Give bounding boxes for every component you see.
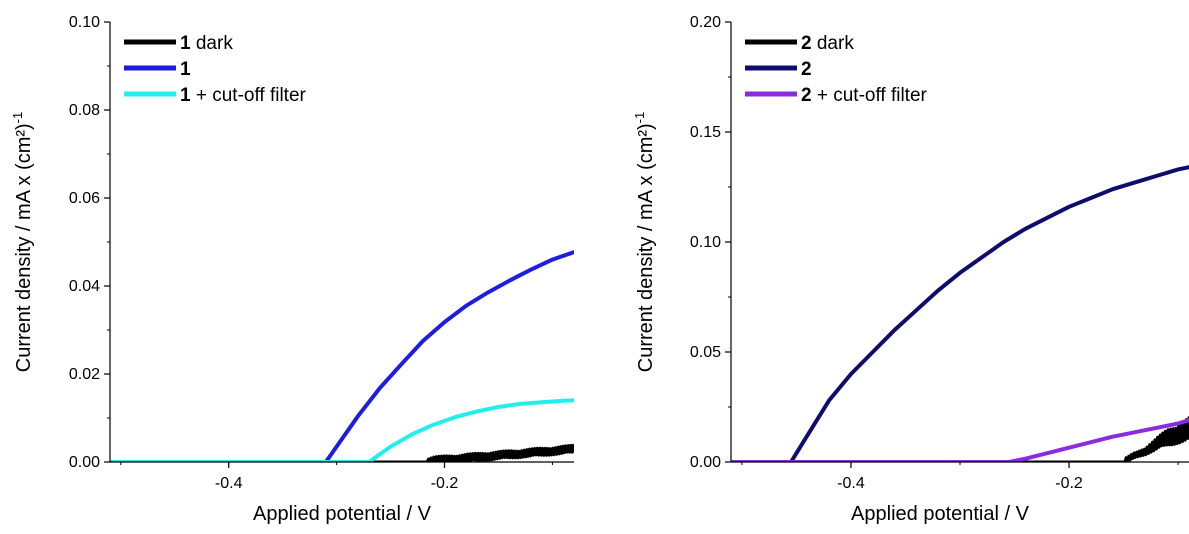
plot-area [731, 165, 1189, 462]
y-tick-label: 0.00 [69, 454, 100, 471]
y-tick-label: 0.10 [69, 14, 100, 31]
legend-entry-3: 1 + cut-off filter [180, 85, 307, 106]
y-tick-label: 0.15 [690, 124, 721, 141]
y-tick-label: 0.00 [690, 454, 721, 471]
y-tick-label: 0.04 [69, 278, 100, 295]
chart-1: 0.00 0.02 0.04 0.06 0.08 0.10 -0.4 -0.2 Applied … [10, 14, 574, 525]
y-tick-label: 0.02 [69, 366, 100, 383]
series-line-1 [110, 443, 574, 462]
y-tick-label: 0.20 [690, 14, 721, 31]
legend-entry-2: 2 [801, 59, 812, 80]
legend-entry-1: 2 dark [801, 33, 854, 54]
y-tick-label: 0.05 [690, 344, 721, 361]
series-line-3 [110, 398, 574, 462]
legend-entry-1: 1 dark [180, 33, 233, 54]
series-line-2 [110, 250, 574, 462]
x-tick-label: -0.2 [431, 475, 459, 492]
x-tick-label: -0.2 [1055, 475, 1083, 492]
y-tick-label: 0.10 [690, 234, 721, 251]
chart-2: 0.00 0.05 0.10 0.15 0.20 -0.4 -0.2 Applied pote… [632, 14, 1189, 525]
series-line-1 [731, 416, 1189, 462]
y-tick-label: 0.08 [69, 102, 100, 119]
series-line-2 [731, 165, 1189, 462]
x-tick-label: -0.4 [215, 475, 243, 492]
legend-entry-3: 2 + cut-off filter [801, 85, 928, 106]
y-tick-label: 0.06 [69, 190, 100, 207]
legend-entry-2: 1 [180, 59, 191, 80]
y-axis-title: Current density / mA x (cm²)-1 [632, 112, 657, 373]
x-axis-title: Applied potential / V [851, 503, 1030, 525]
y-axis-title: Current density / mA x (cm²)-1 [10, 112, 35, 373]
series-line-3 [731, 418, 1189, 462]
plot-area [110, 250, 574, 462]
x-axis-title: Applied potential / V [253, 503, 432, 525]
x-tick-label: -0.4 [837, 475, 865, 492]
